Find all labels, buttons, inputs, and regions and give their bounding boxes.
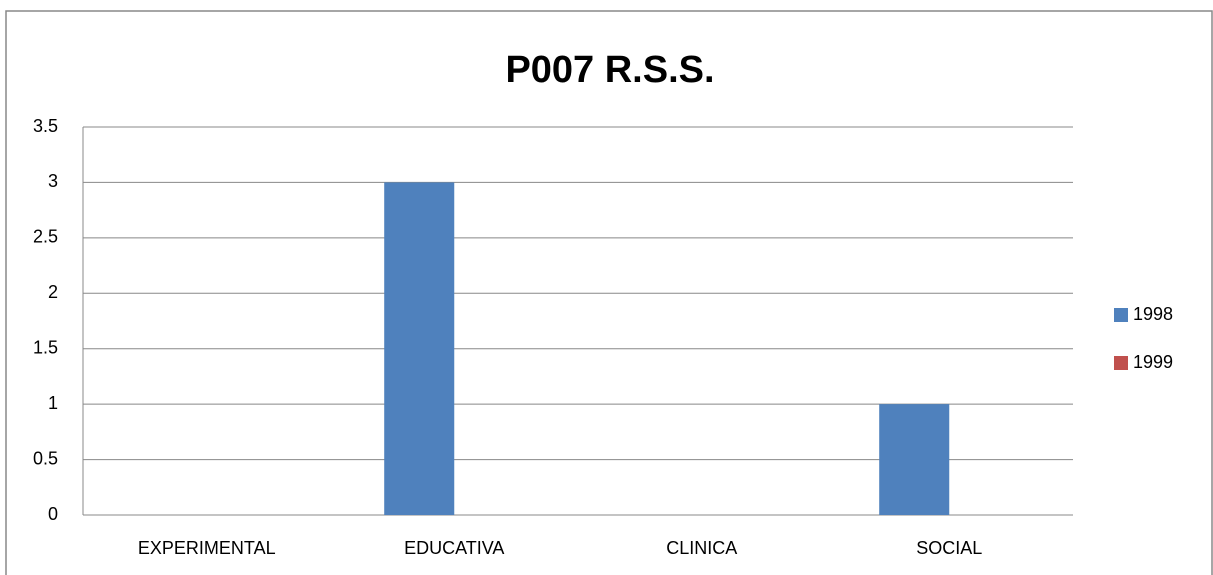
y-tick-label: 2 <box>48 282 58 302</box>
x-tick-label: SOCIAL <box>916 538 982 558</box>
x-tick-label: EXPERIMENTAL <box>138 538 276 558</box>
legend-label: 1999 <box>1133 352 1173 372</box>
legend-swatch <box>1114 308 1128 322</box>
y-tick-label: 2.5 <box>33 227 58 247</box>
legend-label: 1998 <box>1133 304 1173 324</box>
chart-title: P007 R.S.S. <box>505 49 714 91</box>
bar <box>384 182 455 515</box>
y-tick-label: 1 <box>48 393 58 413</box>
y-tick-label: 1.5 <box>33 337 58 357</box>
x-tick-label: CLINICA <box>666 538 737 558</box>
legend-swatch <box>1114 356 1128 370</box>
x-tick-label: EDUCATIVA <box>404 538 504 558</box>
y-tick-label: 0 <box>48 504 58 524</box>
y-tick-label: 3.5 <box>33 116 58 136</box>
bar <box>879 404 950 515</box>
y-tick-label: 3 <box>48 171 58 191</box>
y-tick-label: 0.5 <box>33 448 58 468</box>
